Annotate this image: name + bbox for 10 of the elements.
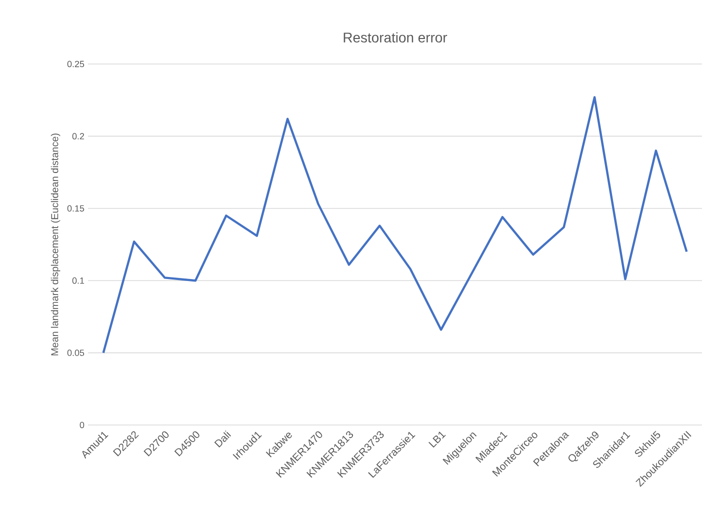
- y-axis-title: Mean landmark displacement (Euclidean distance): [50, 134, 60, 356]
- chart-title: Restoration error: [344, 32, 448, 43]
- y-tick-label: 0.2: [72, 133, 84, 140]
- y-tick-label: 0.1: [72, 277, 84, 284]
- y-tick-label: 0.25: [67, 60, 84, 68]
- x-tick-label: Dali: [214, 430, 232, 448]
- y-tick-label: 0: [80, 422, 84, 428]
- y-tick-label: 0.15: [67, 205, 84, 212]
- y-tick-label: 0.05: [67, 350, 84, 356]
- line-series: [102, 96, 688, 354]
